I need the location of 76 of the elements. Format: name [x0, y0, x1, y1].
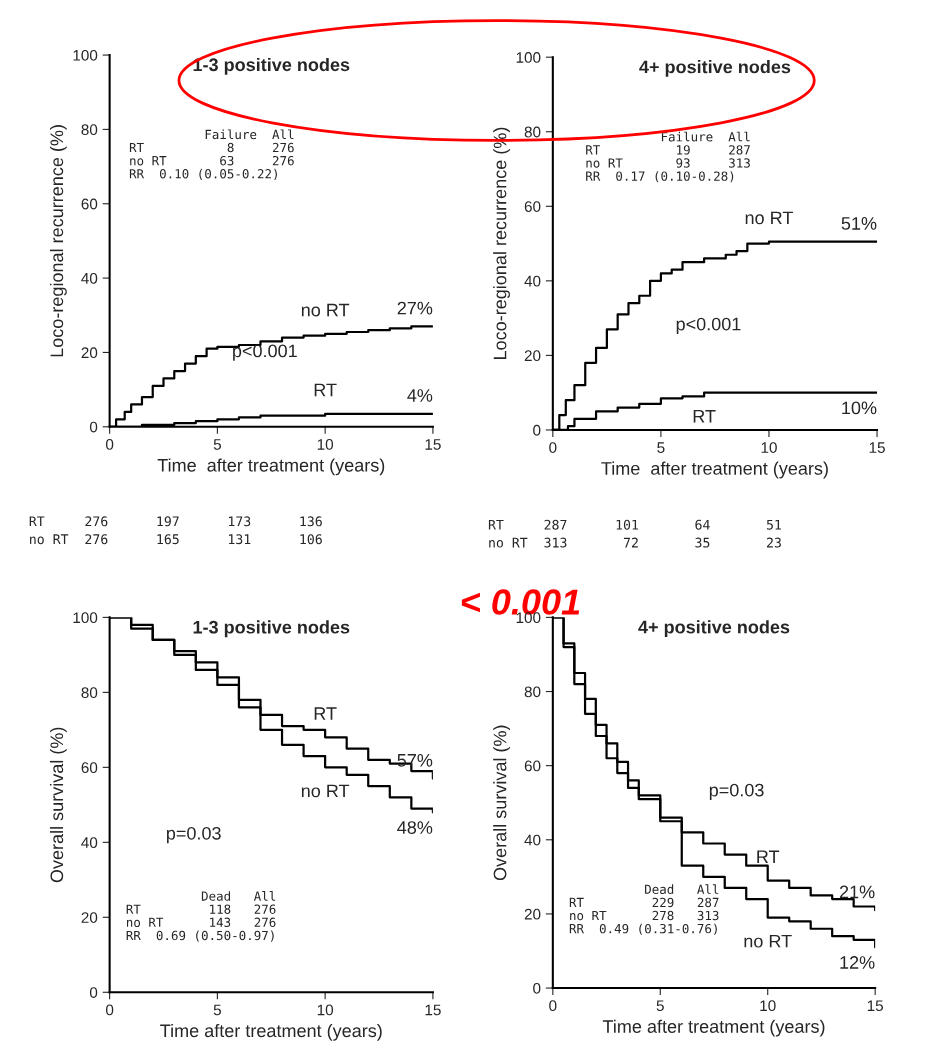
annotation: Dead All RT 229 287 no RT 278 313 RR 0.49 (0.31-0.76): [569, 884, 719, 935]
series-label: RT: [693, 410, 716, 423]
y-tick-label: 20: [81, 347, 98, 359]
y-tick-label: 80: [524, 126, 541, 138]
series-label: no RT: [744, 934, 792, 948]
y-tick-label: 20: [524, 908, 541, 920]
x-tick-label: 15: [869, 442, 885, 453]
chart-title: 1-3 positive nodes: [193, 620, 350, 638]
x-tick-label: 0: [549, 442, 557, 453]
text: RT 276 197 173 136 no RT 276 165 131 106: [29, 516, 322, 545]
annotation: Failure All RT 8 276 no RT 63 276 RR 0.10 (0.05-0.22): [129, 129, 294, 180]
y-tick-label: 80: [81, 687, 98, 699]
x-axis-title: Time after treatment (years): [602, 1019, 825, 1037]
y-axis-title: Overall survival (%): [493, 725, 510, 881]
x-tick-label: 0: [549, 1000, 557, 1012]
annotation: p<0.001: [233, 344, 297, 361]
x-tick-label: 10: [317, 1004, 334, 1016]
annotation: 51%: [841, 217, 877, 230]
x-tick-label: 5: [213, 439, 221, 450]
y-tick-label: 0: [89, 421, 98, 433]
y-tick-label: 100: [516, 52, 541, 63]
y-axis-title: Loco-regional recurrence (%): [493, 127, 510, 359]
text: RT 287 101 64 51 no RT 313 72 35 23: [488, 519, 782, 548]
annotation: p<0.001: [676, 317, 741, 334]
y-tick-label: 0: [533, 424, 541, 436]
x-tick-label: 15: [425, 1004, 441, 1016]
y-tick-label: 40: [524, 834, 541, 846]
y-tick-label: 40: [524, 275, 541, 287]
series-label: no RT: [745, 211, 793, 225]
x-axis-title: Time after treatment (years): [157, 458, 385, 476]
x-axis-title: Time after treatment (years): [160, 1023, 382, 1041]
annotation: Dead All RT 118 276 no RT 143 276 RR 0.69 (0.50-0.97): [126, 891, 276, 942]
y-tick-label: 60: [81, 198, 98, 210]
y-tick-label: 0: [89, 987, 98, 998]
y-tick-label: 0: [533, 982, 541, 994]
y-tick-label: 20: [81, 912, 98, 923]
y-tick-label: 60: [524, 201, 541, 212]
x-tick-label: 0: [105, 438, 114, 450]
y-axis-title: Overall survival (%): [49, 727, 67, 883]
x-tick-label: 5: [656, 1000, 664, 1012]
annotation: 57%: [397, 753, 433, 767]
x-axis-title: Time after treatment (years): [601, 461, 828, 479]
y-tick-label: 20: [524, 350, 541, 362]
y-tick-label: 100: [73, 49, 98, 61]
y-tick-label: 100: [73, 612, 98, 624]
annotation: 27%: [397, 301, 433, 315]
x-tick-label: 5: [657, 442, 665, 453]
series-label: RT: [314, 707, 337, 720]
annotation: p=0.03: [709, 783, 764, 801]
y-axis-title: Loco-regional recurrence (%): [49, 125, 67, 357]
series-label: no RT: [301, 303, 350, 317]
x-tick-label: 15: [425, 439, 441, 450]
series-label: RT: [314, 383, 337, 397]
y-tick-label: 80: [81, 124, 98, 136]
x-tick-label: 10: [317, 438, 334, 450]
annotation: p=0.03: [166, 826, 221, 844]
annotation: 48%: [397, 821, 433, 834]
chart-title: 4+ positive nodes: [638, 620, 790, 638]
x-tick-label: 15: [867, 1000, 884, 1012]
y-tick-label: 60: [524, 760, 541, 772]
x-tick-label: 10: [761, 442, 777, 453]
x-tick-label: 5: [213, 1004, 221, 1016]
annotation: 4%: [407, 389, 433, 402]
y-tick-label: 40: [81, 272, 98, 284]
annotation: 12%: [840, 956, 875, 969]
y-tick-label: 80: [524, 686, 541, 698]
annotation: 21%: [839, 885, 875, 899]
series-label: no RT: [301, 784, 350, 798]
y-tick-label: 40: [81, 837, 98, 849]
y-tick-label: 60: [81, 762, 98, 774]
annotation: Failure All RT 19 287 no RT 93 313 RR 0.17 (0.10-0.28): [586, 131, 750, 183]
series-label: RT: [757, 850, 780, 863]
annotation: 10%: [842, 401, 877, 415]
x-tick-label: 0: [105, 1004, 114, 1016]
chart-title: 4+ positive nodes: [639, 60, 791, 77]
x-tick-label: 10: [760, 1000, 776, 1012]
